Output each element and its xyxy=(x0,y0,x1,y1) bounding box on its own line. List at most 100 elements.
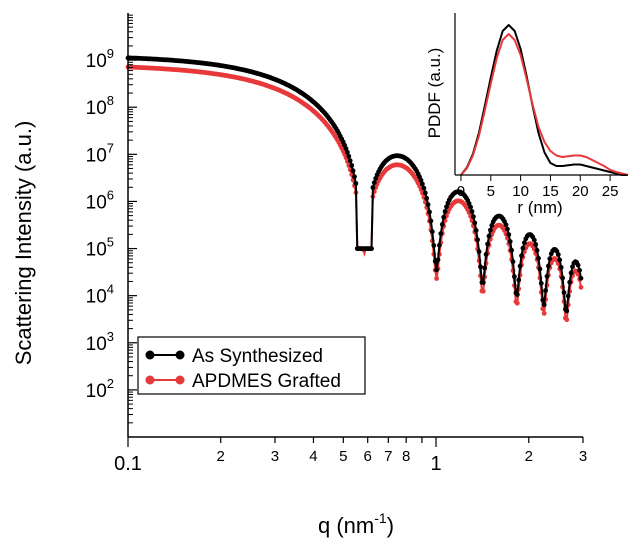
inset-pddf-plot: 0 5 10 15 20 25 PDDF (a.u.) r (nm) xyxy=(425,11,629,217)
data-point xyxy=(478,264,483,270)
data-point xyxy=(476,249,482,255)
legend-frame xyxy=(137,336,366,395)
inset-x-tick-label: 15 xyxy=(542,183,559,200)
legend-label-apdmes-grafted: APDMES Grafted xyxy=(192,371,341,392)
legend-marker-right-as-synthesized xyxy=(175,350,185,360)
x-tick-label: 2 xyxy=(217,448,225,465)
data-point xyxy=(564,317,570,323)
data-point xyxy=(420,181,425,187)
data-point xyxy=(503,222,509,228)
data-point xyxy=(506,232,512,238)
data-point xyxy=(486,233,492,239)
data-point xyxy=(349,163,355,168)
data-point xyxy=(471,214,476,220)
x-tick-label: 8 xyxy=(402,448,410,465)
y-tick-label: 106 xyxy=(86,187,114,213)
data-point xyxy=(505,226,510,232)
inset-x-tick-label: 25 xyxy=(602,183,619,200)
data-point xyxy=(473,228,479,233)
inset-x-axis-label: r (nm) xyxy=(517,198,562,217)
data-point xyxy=(350,168,356,174)
inset-series-line-1 xyxy=(460,33,629,176)
inset-axes: 0 5 10 15 20 25 xyxy=(454,13,628,200)
data-point xyxy=(468,204,473,210)
data-point xyxy=(482,265,488,271)
inset-x-tick-label: 5 xyxy=(487,183,495,200)
data-point xyxy=(536,255,541,261)
data-point xyxy=(352,174,357,180)
data-point xyxy=(534,248,540,253)
data-point xyxy=(557,257,563,263)
data-point xyxy=(512,274,517,279)
data-point xyxy=(373,176,379,181)
data-point xyxy=(543,288,548,293)
x-tick-label: 7 xyxy=(384,448,392,465)
data-point xyxy=(565,293,571,299)
data-point xyxy=(570,264,575,270)
inset-x-tick-label: 20 xyxy=(572,183,589,200)
data-point xyxy=(578,284,584,290)
data-point xyxy=(345,149,350,155)
data-point xyxy=(370,185,376,190)
x-tick-label: 3 xyxy=(579,448,587,465)
data-point xyxy=(431,243,437,248)
data-point xyxy=(540,297,546,303)
data-point xyxy=(369,246,374,252)
data-point xyxy=(429,229,435,235)
x-tick-label: 3 xyxy=(271,448,279,465)
x-axis-label: q (nm-1) xyxy=(318,510,394,538)
data-point xyxy=(434,267,439,273)
y-tick-label: 103 xyxy=(86,329,114,355)
inset-x-tick-label: 0 xyxy=(457,183,465,200)
legend: As Synthesized APDMES Grafted xyxy=(137,336,366,395)
data-point xyxy=(507,239,513,244)
series-as-synthesized xyxy=(125,55,584,314)
data-point xyxy=(520,245,526,251)
data-point xyxy=(427,209,432,215)
data-point xyxy=(516,277,522,283)
data-point xyxy=(558,265,564,270)
y-tick-label: 109 xyxy=(86,46,114,72)
data-point xyxy=(428,218,434,224)
main-series-layer xyxy=(125,55,584,323)
data-point xyxy=(353,181,359,186)
inset-x-tick-label: 10 xyxy=(512,183,529,200)
data-point xyxy=(510,259,516,265)
y-tick-label: 102 xyxy=(86,376,114,402)
legend-entry-apdmes-grafted: APDMES Grafted xyxy=(145,371,341,392)
data-point xyxy=(568,270,574,276)
data-point xyxy=(425,202,431,208)
data-point xyxy=(489,223,495,228)
data-point xyxy=(547,256,553,262)
data-point xyxy=(480,288,486,294)
inset-background xyxy=(452,11,628,175)
data-point xyxy=(564,308,570,314)
data-point xyxy=(439,222,445,227)
data-point xyxy=(522,240,527,246)
legend-marker-left-as-synthesized xyxy=(145,350,155,360)
data-point xyxy=(509,247,514,253)
data-point xyxy=(519,253,524,259)
data-point xyxy=(514,300,520,306)
x-tick-label: 2 xyxy=(525,448,533,465)
y-tick-label: 108 xyxy=(86,93,114,119)
data-point xyxy=(517,263,523,269)
data-point xyxy=(438,231,444,237)
y-tick-label: 105 xyxy=(86,235,114,261)
data-point xyxy=(561,290,567,295)
data-point xyxy=(434,276,439,281)
data-point xyxy=(577,267,582,273)
data-point xyxy=(540,306,546,312)
data-point xyxy=(578,275,584,281)
data-point xyxy=(567,279,573,285)
data-point xyxy=(560,275,565,281)
data-point xyxy=(533,242,539,247)
x-tick-label: 0.1 xyxy=(114,453,142,475)
x-tick-label: 1 xyxy=(430,453,441,475)
data-point xyxy=(575,262,581,268)
data-point xyxy=(469,209,475,214)
data-point xyxy=(544,273,550,279)
data-point xyxy=(346,153,352,159)
